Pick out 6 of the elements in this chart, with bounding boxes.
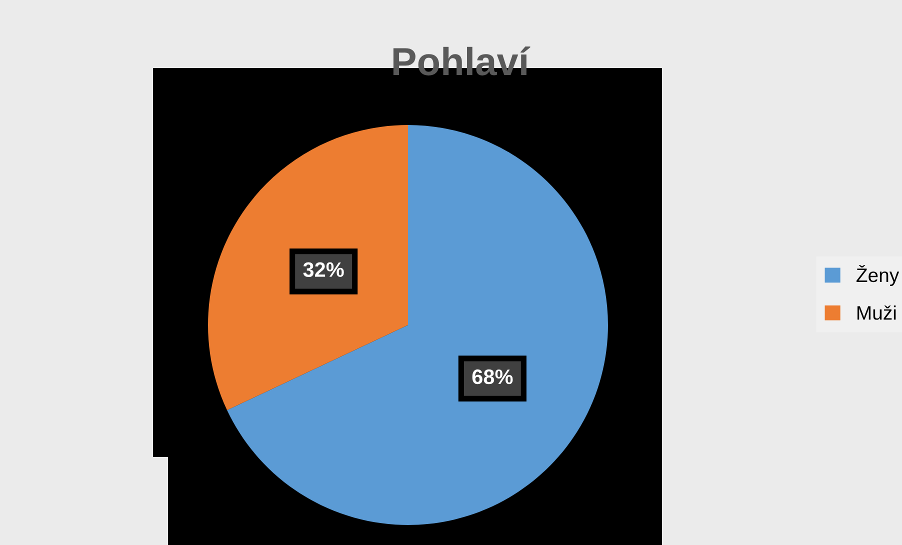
pie-slice bbox=[208, 125, 408, 410]
legend-label: Ženy bbox=[856, 264, 900, 286]
data-label: 68% bbox=[472, 369, 513, 384]
data-label: 32% bbox=[303, 262, 344, 278]
pie-slice bbox=[227, 125, 608, 525]
legend-label: Muži bbox=[857, 305, 896, 320]
